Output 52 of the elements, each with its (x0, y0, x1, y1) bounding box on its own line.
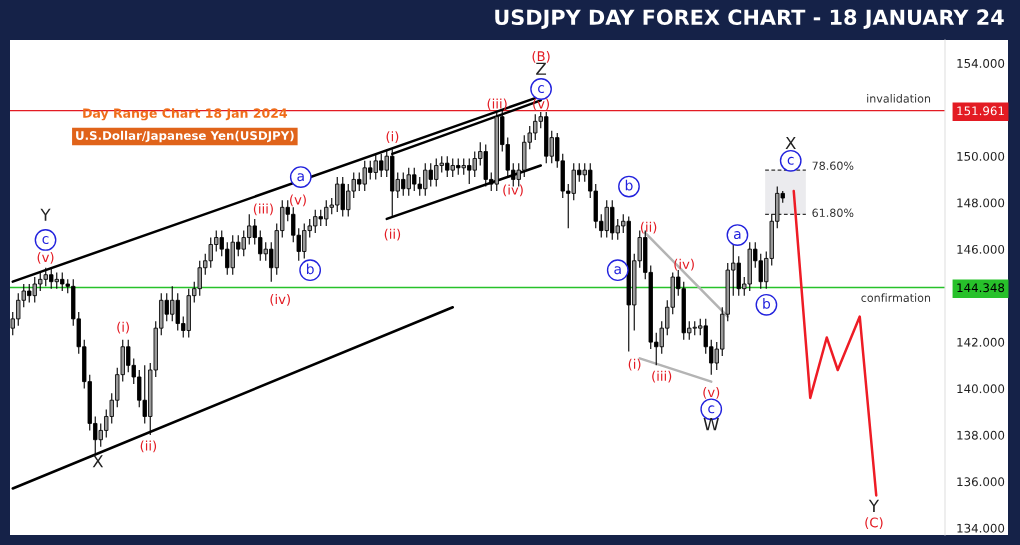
annotation: Y (868, 499, 880, 512)
annotation: b (763, 298, 771, 309)
y-tick-label: 146.000 (957, 244, 1005, 254)
annotation: Y (40, 208, 51, 221)
annotation: c (538, 85, 545, 94)
annotation: b (306, 263, 314, 275)
annotation: (i) (386, 131, 399, 143)
annotation: Z (536, 62, 547, 75)
annotation: Day Range Chart 18 Jan 2024 (83, 108, 288, 121)
annotation: c (708, 405, 715, 414)
annotation: a (614, 266, 621, 275)
annotation: (v) (703, 387, 720, 399)
annotation: X (785, 136, 796, 150)
annotation: c (787, 156, 794, 165)
annotation: (iii) (487, 98, 507, 111)
annotation: a (297, 173, 304, 182)
annotation: c (42, 236, 49, 245)
annotation: W (703, 418, 719, 431)
y-tick-label: 134.000 (957, 523, 1005, 533)
annotation: (v) (290, 194, 306, 207)
annotation: (v) (533, 98, 549, 111)
y-tick-label: 142.000 (957, 337, 1005, 347)
annotation: (iii) (652, 370, 672, 383)
annotation: b (625, 179, 633, 191)
ref-line-label: invalidation (867, 94, 931, 103)
annotation: (iii) (253, 203, 273, 216)
annotation: (iv) (270, 293, 290, 306)
annotation: (ii) (384, 228, 401, 241)
ref-line-label: confirmation (861, 293, 931, 302)
annotation: (B) (532, 50, 550, 63)
annotation: 78.60% (812, 161, 854, 170)
annotation: (ii) (640, 221, 657, 234)
y-tick-label: 150.000 (957, 151, 1005, 161)
y-tick-label: 154.000 (957, 58, 1005, 68)
annotation: U.S.Dollar/Japanese Yen(USDJPY) (76, 130, 294, 143)
y-tick-label: 140.000 (957, 384, 1005, 394)
annotation: (iv) (674, 258, 694, 271)
y-tick-label: 138.000 (957, 430, 1005, 440)
y-tick-label: 151.961 (957, 106, 1004, 116)
annotation: 61.80% (812, 208, 854, 217)
y-tick-label: 136.000 (957, 477, 1005, 487)
y-tick-label: 144.348 (957, 283, 1005, 293)
annotation: (ii) (140, 440, 157, 453)
annotation: (i) (628, 358, 641, 371)
annotation: (v) (37, 251, 54, 264)
chart-title: USDJPY DAY FOREX CHART - 18 JANUARY 24 (495, 9, 1004, 29)
annotation: (C) (865, 517, 883, 529)
annotation: (iv) (503, 184, 523, 197)
annotation: (i) (117, 321, 129, 334)
y-tick-label: 148.000 (957, 198, 1005, 208)
annotation: X (92, 455, 104, 468)
annotation: a (734, 231, 741, 240)
